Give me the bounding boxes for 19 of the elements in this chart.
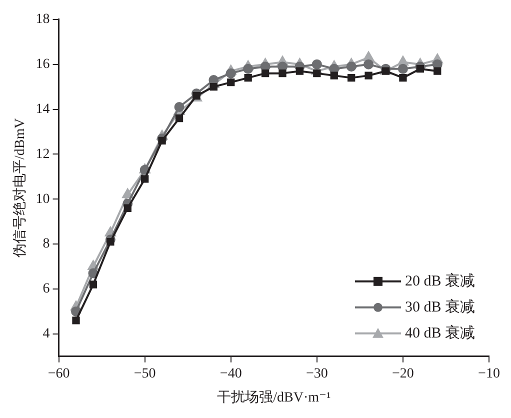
- legend-label: 20 dB 衰减: [404, 272, 476, 290]
- x-axis-title: 干扰场强/dBV·m⁻¹: [217, 389, 331, 406]
- x-tick-label: −20: [392, 366, 414, 382]
- legend-label: 40 dB 衰减: [404, 324, 476, 342]
- y-tick-label: 16: [36, 57, 50, 72]
- y-tick-label: 12: [36, 146, 50, 162]
- y-tick-label: 6: [42, 282, 50, 297]
- y-axis-title: 伪信号绝对电平/dBmV: [12, 118, 28, 258]
- y-tick-label: 8: [42, 236, 50, 252]
- legend-label: 30 dB 衰减: [404, 298, 476, 316]
- x-tick-label: −10: [478, 366, 500, 382]
- x-tick-label: −60: [48, 366, 70, 382]
- y-tick-label: 14: [36, 102, 50, 117]
- x-tick-label: −50: [134, 366, 156, 382]
- y-tick-label: 10: [36, 192, 50, 207]
- y-tick-label: 4: [42, 326, 50, 342]
- x-tick-label: −30: [306, 366, 328, 382]
- x-tick-label: −40: [220, 366, 242, 382]
- y-tick-label: 18: [36, 12, 50, 28]
